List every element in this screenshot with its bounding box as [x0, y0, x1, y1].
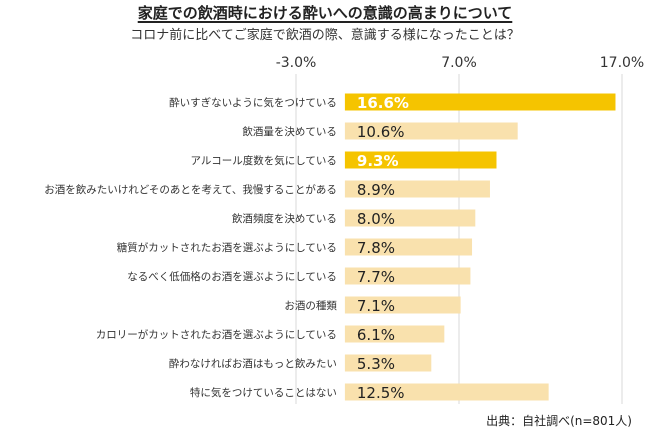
data-labels: 16.6% 10.6% 9.3% 8.9% 8.0% 7.8% 7.7% 7.1% 6.1% 5.… [357, 94, 409, 402]
bar [344, 238, 473, 256]
category-label: 特に気をつけていることはない [190, 386, 337, 399]
category-label: お酒の種類 [284, 299, 337, 312]
data-label: 10.6% [357, 123, 405, 141]
bar [344, 180, 490, 198]
category-label: 飲酒量を決めている [242, 125, 337, 138]
chart-title: 家庭での飲酒時における酔いへの意識の高まりについて [137, 4, 513, 22]
data-label: 7.1% [357, 297, 395, 315]
bar [344, 354, 432, 372]
category-label: 糖質がカットされたお酒を選ぶようにしている [117, 241, 337, 254]
data-label: 7.7% [357, 268, 395, 286]
category-labels: 酔いすぎないように気をつけている飲酒量を決めているアルコール度数を気にしているお… [44, 96, 337, 399]
bar [344, 296, 461, 314]
category-label: 酔いすぎないように気をつけている [169, 96, 337, 109]
x-axis-ticks: -3.0% 7.0% 17.0% [276, 55, 645, 71]
data-label: 16.6% [357, 94, 409, 112]
bar [344, 93, 616, 111]
category-label: 酔わなければお酒はもっと飲みたい [169, 357, 337, 370]
bar [344, 325, 445, 343]
category-label: 飲酒頻度を決めている [232, 212, 337, 225]
data-label: 5.3% [357, 355, 395, 373]
bar [344, 122, 518, 140]
data-label: 7.8% [357, 239, 395, 257]
x-tick-label: 17.0% [600, 55, 644, 71]
bar [344, 383, 549, 401]
data-label: 12.5% [357, 384, 405, 402]
data-label: 6.1% [357, 326, 395, 344]
data-label: 8.9% [357, 181, 395, 199]
bars [344, 93, 616, 401]
data-label: 8.0% [357, 210, 395, 228]
x-tick-label: -3.0% [276, 55, 317, 71]
category-label: アルコール度数を気にしている [191, 154, 337, 167]
chart-subtitle: コロナ前に比べてご家庭で飲酒の際、意識する様になったことは？ [130, 28, 520, 43]
data-label: 9.3% [357, 152, 399, 170]
category-label: カロリーがカットされたお酒を選ぶようにしている [96, 328, 337, 341]
category-label: お酒を飲みたいけれどそのあとを考えて、我慢することがある [44, 183, 337, 196]
bar [344, 267, 471, 285]
bar [344, 209, 476, 227]
category-label: なるべく低価格のお酒を選ぶようにしている [127, 270, 337, 283]
bar [344, 151, 497, 169]
source-note: 出典：自社調べ(n=801人) [486, 414, 632, 428]
x-tick-label: 7.0% [441, 55, 477, 71]
